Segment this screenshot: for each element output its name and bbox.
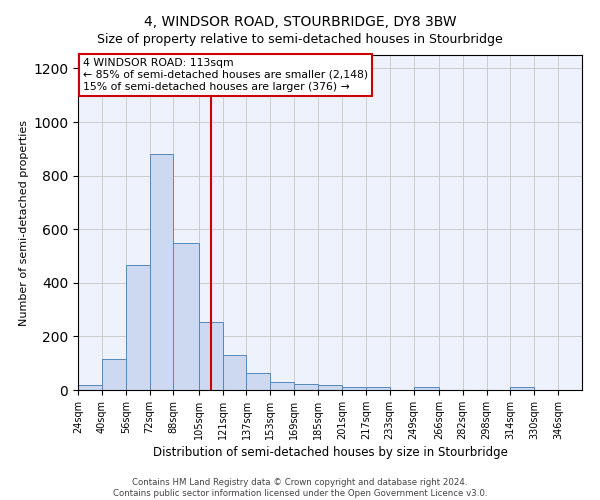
Bar — [413, 388, 439, 390]
Text: Size of property relative to semi-detached houses in Stourbridge: Size of property relative to semi-detach… — [97, 32, 503, 46]
Text: 4, WINDSOR ROAD, STOURBRIDGE, DY8 3BW: 4, WINDSOR ROAD, STOURBRIDGE, DY8 3BW — [143, 15, 457, 29]
X-axis label: Distribution of semi-detached houses by size in Stourbridge: Distribution of semi-detached houses by … — [152, 446, 508, 459]
Bar — [199, 322, 223, 390]
Text: 4 WINDSOR ROAD: 113sqm
← 85% of semi-detached houses are smaller (2,148)
15% of : 4 WINDSOR ROAD: 113sqm ← 85% of semi-det… — [83, 58, 368, 92]
Bar — [173, 242, 199, 390]
Y-axis label: Number of semi-detached properties: Number of semi-detached properties — [19, 120, 29, 326]
Bar — [318, 385, 342, 390]
Bar — [342, 388, 366, 390]
Bar — [294, 384, 318, 390]
Bar — [149, 154, 173, 390]
Bar — [366, 388, 389, 390]
Text: Contains HM Land Registry data © Crown copyright and database right 2024.
Contai: Contains HM Land Registry data © Crown c… — [113, 478, 487, 498]
Bar — [247, 372, 271, 390]
Bar — [511, 388, 534, 390]
Bar — [102, 359, 126, 390]
Bar — [271, 382, 294, 390]
Bar — [223, 355, 247, 390]
Bar — [78, 384, 102, 390]
Bar — [126, 266, 149, 390]
